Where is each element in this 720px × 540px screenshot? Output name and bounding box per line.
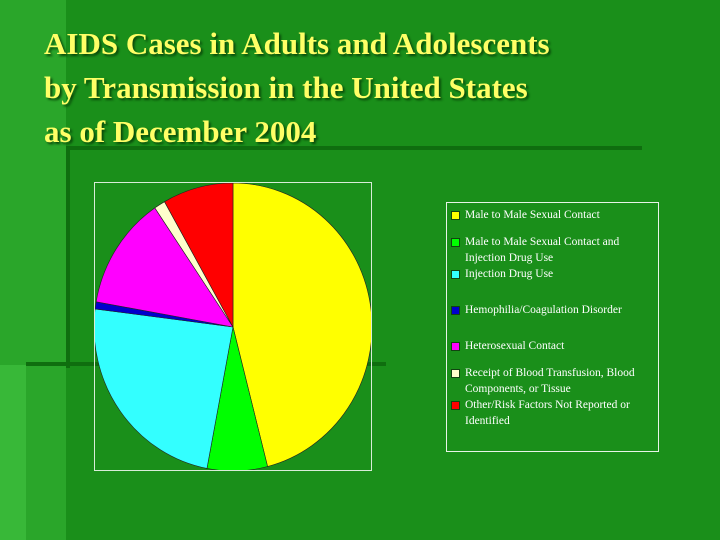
legend-label-1: Male to Male Sexual Contact: [465, 209, 600, 221]
pie-slice-3: [95, 308, 234, 469]
title-line-3: as of December 2004: [44, 114, 317, 149]
background-rule: [66, 146, 642, 150]
pie-slice-1: [232, 183, 371, 467]
legend-swatch-4: [451, 306, 460, 315]
legend-label-6: Receipt of Blood Transfusion, Blood Comp…: [465, 367, 635, 395]
pie-chart-frame: [94, 182, 372, 471]
legend-item-7: Other/Risk Factors Not Reported or Ident…: [451, 397, 656, 429]
legend-item-6: Receipt of Blood Transfusion, Blood Comp…: [451, 365, 656, 397]
legend-swatch-6: [451, 369, 460, 378]
legend-item-1: Male to Male Sexual Contact: [451, 207, 656, 223]
legend-item-3: Injection Drug Use: [451, 266, 656, 282]
pie-slice-5: [95, 207, 234, 328]
slide-title: AIDS Cases in Adults and Adolescents by …: [44, 22, 704, 154]
legend-swatch-2: [451, 238, 460, 247]
legend-label-4: Hemophilia/Coagulation Disorder: [465, 304, 622, 316]
legend-swatch-3: [451, 270, 460, 279]
legend-label-3: Injection Drug Use: [465, 268, 554, 280]
legend-item-5: Heterosexual Contact: [451, 338, 656, 354]
legend-item-2: Male to Male Sexual Contact and Injectio…: [451, 234, 656, 266]
background-band-lower: [0, 365, 26, 540]
pie-slice-7: [164, 183, 234, 328]
legend-swatch-7: [451, 401, 460, 410]
background-rule-vertical: [66, 146, 70, 368]
title-line-1: AIDS Cases in Adults and Adolescents: [44, 26, 550, 61]
pie-chart: [95, 183, 371, 470]
legend-label-7: Other/Risk Factors Not Reported or Ident…: [465, 399, 630, 427]
legend-item-4: Hemophilia/Coagulation Disorder: [451, 302, 656, 318]
chart-legend: Male to Male Sexual Contact Male to Male …: [446, 202, 659, 452]
legend-label-5: Heterosexual Contact: [465, 340, 565, 352]
legend-swatch-1: [451, 211, 460, 220]
title-line-2: by Transmission in the United States: [44, 70, 528, 105]
legend-swatch-5: [451, 342, 460, 351]
legend-label-2: Male to Male Sexual Contact and Injectio…: [465, 236, 620, 264]
